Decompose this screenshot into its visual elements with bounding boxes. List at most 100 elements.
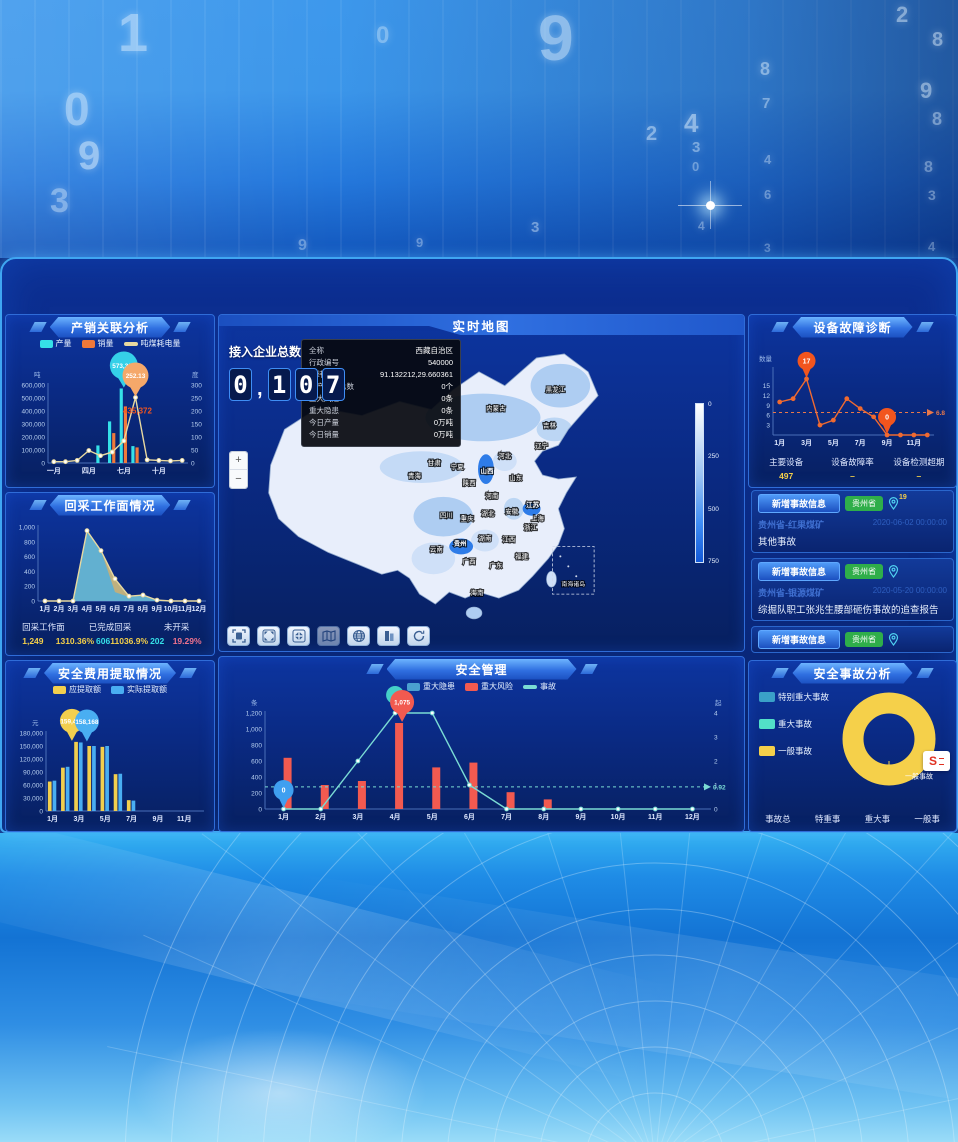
shade-overlay	[0, 0, 958, 258]
color-scale-bar	[695, 403, 704, 563]
svg-text:250: 250	[191, 396, 202, 403]
svg-text:1: 1	[714, 783, 718, 790]
svg-text:600,000: 600,000	[22, 383, 46, 390]
map-layers-icon[interactable]	[317, 626, 340, 646]
panel-title: 安全事故分析	[749, 663, 956, 683]
svg-text:3月: 3月	[68, 605, 79, 613]
svg-text:起: 起	[715, 699, 722, 707]
accident-card[interactable]: 新增事故信息 贵州省 19 贵州省-红果煤矿 2020-06-02 00:00:…	[751, 490, 954, 553]
new-accident-button[interactable]: 新增事故信息	[758, 494, 841, 513]
legend-item[interactable]: 事故	[523, 681, 556, 692]
accident-meta: 贵州省-银源煤矿 2020-05-20 00:00:00	[758, 586, 947, 599]
legend-item[interactable]: 重大事故	[759, 718, 829, 730]
expand-icon[interactable]	[257, 626, 280, 646]
svg-text:1,000: 1,000	[246, 727, 263, 734]
legend-item[interactable]: 应提取额	[53, 684, 101, 695]
svg-text:4月: 4月	[82, 605, 93, 613]
legend-item[interactable]: 实际提取额	[111, 684, 167, 695]
legend-item[interactable]: 重大风险	[465, 681, 513, 692]
svg-text:800: 800	[24, 539, 35, 546]
svg-text:3月: 3月	[352, 813, 363, 821]
stat-label: 设备检测超期	[893, 457, 945, 467]
svg-text:七月: 七月	[117, 466, 131, 475]
province-badge[interactable]: 贵州省	[845, 496, 884, 511]
svg-text:0: 0	[191, 461, 195, 468]
title-decoration	[915, 322, 934, 332]
title-decoration	[771, 322, 790, 332]
panel-title: 安全管理	[219, 659, 744, 679]
zoom-out-button[interactable]: −	[230, 470, 247, 488]
panel-title-text: 回采工作面情况	[50, 495, 171, 516]
new-accident-button[interactable]: 新增事故信息	[758, 629, 841, 649]
svg-text:湖南: 湖南	[479, 534, 492, 543]
svg-text:12月: 12月	[685, 813, 700, 821]
stat-value: 1,249	[22, 636, 44, 646]
legend-item[interactable]: 特别重大事故	[759, 691, 829, 703]
legend-item[interactable]: 一般事故	[759, 745, 829, 757]
panel-title: 设备故障诊断	[749, 317, 956, 337]
accident-card-header: 新增事故信息 贵州省	[758, 561, 947, 581]
svg-text:宁夏: 宁夏	[451, 462, 464, 471]
svg-text:5月: 5月	[96, 605, 107, 613]
refresh-icon[interactable]	[407, 626, 430, 646]
accident-card[interactable]: 新增事故信息 贵州省	[751, 625, 954, 653]
legend-swatch	[465, 682, 478, 691]
location-pin-icon: 19	[888, 494, 907, 510]
province-badge[interactable]: 贵州省	[845, 631, 884, 647]
title-decoration	[173, 500, 191, 510]
svg-text:12: 12	[763, 393, 771, 400]
svg-text:1月: 1月	[278, 813, 289, 821]
globe-icon[interactable]	[347, 626, 370, 646]
svg-text:数量: 数量	[759, 354, 773, 363]
svg-text:8月: 8月	[138, 605, 149, 613]
legend-item[interactable]: 产量	[39, 338, 72, 349]
legend-swatch	[759, 719, 775, 729]
legend-item[interactable]: 销量	[81, 338, 114, 349]
tooltip-row: 经纬度 91.132212,29.660361	[309, 369, 453, 381]
svg-text:上海: 上海	[531, 514, 544, 523]
svg-text:3: 3	[766, 423, 770, 430]
svg-text:重庆: 重庆	[461, 514, 474, 523]
svg-text:158,168: 158,168	[75, 719, 99, 726]
collapse-icon[interactable]	[287, 626, 310, 646]
svg-text:陕西: 陕西	[463, 478, 476, 487]
panel-realtime-map: 实时地图 南海诸岛 黑龙江 吉林 辽宁 内蒙古 河北 山西 山东 陕西 青海 甘肃 宁夏 河南 江苏 安徽上…	[218, 314, 745, 652]
location-pin-icon	[888, 632, 899, 646]
svg-text:0: 0	[714, 807, 718, 814]
mine-name: 贵州省-银源煤矿	[758, 587, 824, 598]
accident-card[interactable]: 新增事故信息 贵州省 贵州省-银源煤矿 2020-05-20 00:00:00 …	[751, 557, 954, 621]
svg-text:600: 600	[24, 554, 35, 561]
title-decoration	[173, 322, 191, 332]
building-icon[interactable]	[377, 626, 400, 646]
title-decoration	[915, 668, 934, 678]
svg-text:贵州: 贵州	[454, 538, 467, 547]
legend-item[interactable]: 重大隐患	[407, 681, 455, 692]
stat-label: 未开采	[163, 622, 190, 632]
svg-text:浙江: 浙江	[524, 523, 537, 532]
svg-text:7月: 7月	[855, 439, 866, 447]
floating-widget[interactable]: S	[923, 751, 950, 771]
zoom-in-button[interactable]: +	[230, 452, 247, 470]
stat-label: 回采工作面	[22, 622, 65, 632]
stat-label: 事故总	[765, 814, 791, 824]
tooltip-value: 0条	[441, 394, 453, 403]
counter-digit: 7	[321, 368, 345, 401]
stat-percent: 19.29%	[172, 636, 202, 646]
svg-text:山西: 山西	[481, 466, 494, 475]
svg-text:200: 200	[251, 791, 262, 798]
new-accident-button[interactable]: 新增事故信息	[758, 561, 841, 581]
province-badge[interactable]: 贵州省	[845, 563, 884, 579]
legend-item[interactable]: 吨煤耗电量	[123, 338, 181, 349]
svg-text:15: 15	[763, 383, 771, 390]
svg-text:400: 400	[24, 569, 35, 576]
svg-text:60,000: 60,000	[23, 783, 43, 790]
svg-text:11月: 11月	[178, 605, 192, 613]
svg-text:10月: 10月	[164, 605, 179, 613]
legend-label: 特别重大事故	[778, 692, 830, 702]
counter-digit: 0	[294, 368, 318, 401]
fullscreen-icon[interactable]	[227, 626, 250, 646]
legend-label: 产量	[55, 339, 72, 348]
stat-percent: 11036.9%	[110, 636, 149, 646]
stat-label: 设备故障率	[831, 457, 874, 467]
